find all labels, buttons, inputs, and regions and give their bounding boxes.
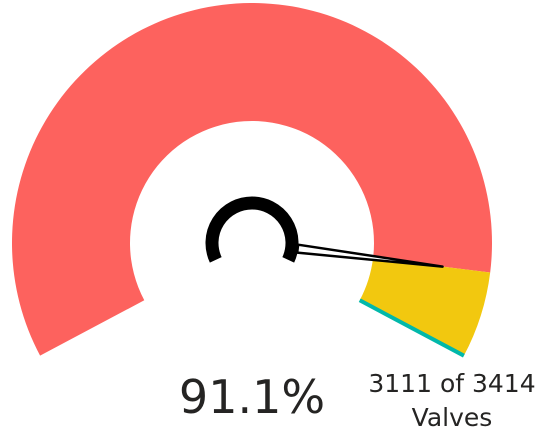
caption: 3111 of 3414 xyxy=(368,369,535,398)
remainder-arc xyxy=(359,257,491,356)
target-line xyxy=(358,298,465,358)
percent-label: 91.1% xyxy=(179,370,325,424)
hub xyxy=(205,196,299,263)
needle xyxy=(295,243,444,268)
unit-label: Valves xyxy=(412,403,493,432)
value-arc xyxy=(12,3,493,356)
